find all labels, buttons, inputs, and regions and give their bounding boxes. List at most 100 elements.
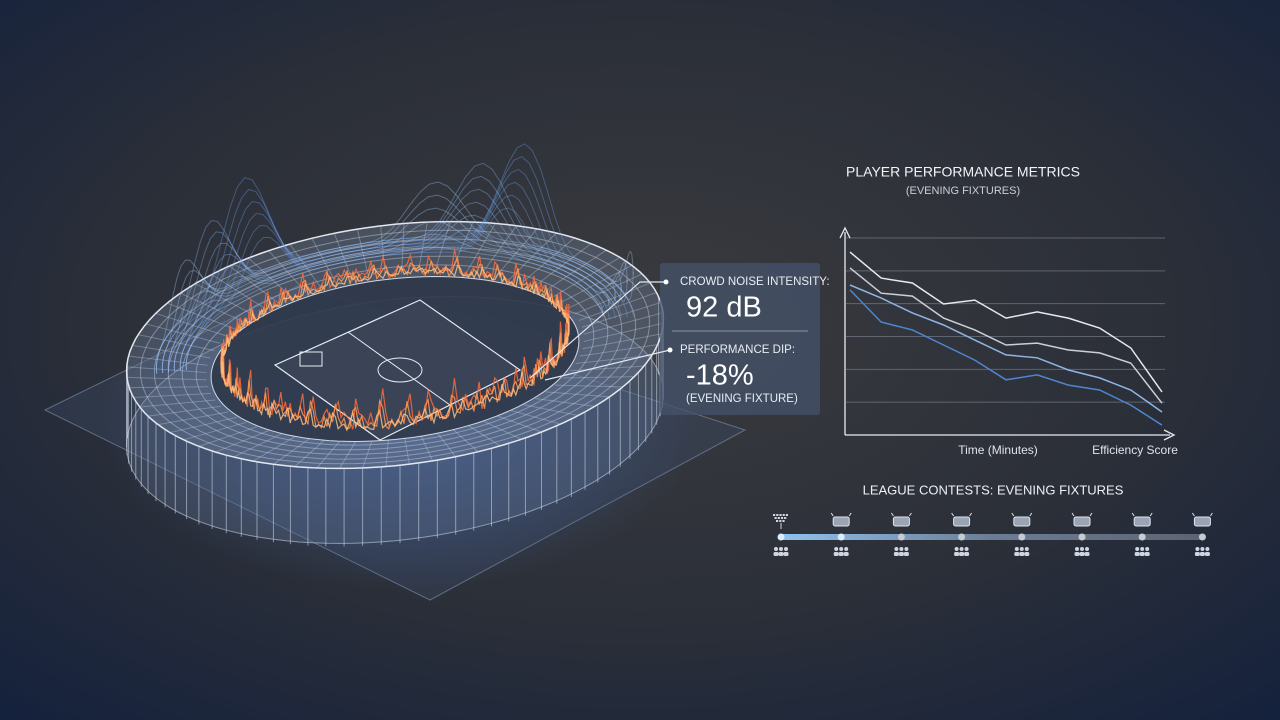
- floodlight-icon: [777, 517, 780, 519]
- sound-wave: [179, 214, 610, 371]
- stand-rib: [437, 432, 457, 458]
- callout-label: PERFORMANCE DIP:: [680, 344, 795, 356]
- timeline-node: [897, 533, 905, 541]
- sound-wave: [167, 188, 622, 373]
- chart-title: PLAYER PERFORMANCE METRICS: [846, 164, 1080, 180]
- crowd-icon: [1074, 552, 1080, 556]
- stand-rib: [511, 410, 561, 425]
- stadium-icon: [1209, 512, 1213, 517]
- crowd-icon: [834, 547, 839, 551]
- crowd-icon: [1024, 552, 1030, 556]
- crowd-icon: [774, 547, 778, 551]
- stand-ring: [195, 264, 595, 446]
- stadium-icon: [953, 516, 971, 527]
- stand-rib: [138, 334, 215, 352]
- sound-wave: [155, 143, 634, 374]
- crowd-icon: [1085, 547, 1089, 551]
- crowd-icon: [1195, 547, 1200, 551]
- stand-rib: [543, 249, 607, 293]
- sound-wave: [161, 156, 628, 374]
- floodlight-icon: [780, 517, 784, 519]
- stadium-icon: [1193, 516, 1211, 527]
- stadium-icon: [1011, 512, 1015, 517]
- stand-rib: [494, 228, 538, 278]
- stand-rib: [339, 441, 357, 469]
- stadium-icon: [1149, 512, 1153, 517]
- sound-wave: [173, 220, 616, 372]
- sound-wave: [173, 181, 616, 372]
- crowd-icon: [964, 547, 969, 551]
- series-line: [849, 289, 1163, 426]
- stadium-icon: [832, 516, 850, 527]
- stand-rib: [417, 221, 428, 273]
- stand-rib: [579, 344, 658, 357]
- crowd-icon: [1075, 547, 1079, 551]
- stand-rib: [523, 404, 579, 416]
- crowd-icon: [893, 552, 899, 556]
- callout-note: (EVENING FIXTURE): [686, 393, 798, 405]
- floodlight-icon: [784, 517, 787, 519]
- stand-rib: [273, 438, 310, 465]
- stand-rib: [420, 435, 434, 462]
- crowd-icon: [959, 547, 964, 551]
- crowd-icon: [954, 547, 959, 551]
- crowd-icon: [773, 552, 779, 556]
- callout-value: 92 dB: [686, 292, 762, 324]
- stand-rib: [563, 376, 635, 379]
- floodlight-icon: [785, 514, 788, 516]
- floodlight-icon: [782, 520, 785, 522]
- series-line: [849, 284, 1163, 413]
- stadium-icon: [969, 512, 973, 517]
- stand-rib: [180, 292, 245, 323]
- crowd-icon: [1134, 552, 1140, 556]
- stand-rib: [575, 354, 652, 364]
- y-axis-arrow: [839, 226, 851, 239]
- crowd-icon: [1024, 547, 1029, 551]
- crowd-icon: [1080, 547, 1084, 551]
- crowd-icon: [833, 552, 839, 556]
- floodlight-icon: [776, 514, 779, 516]
- stand-rib: [535, 397, 595, 407]
- stand-rib: [521, 237, 575, 284]
- floodlight-icon: [774, 517, 777, 519]
- leader-dot: [663, 279, 669, 285]
- crowd-icon: [1079, 552, 1085, 556]
- stadium-icon: [1089, 512, 1093, 517]
- stand-rib: [215, 430, 269, 453]
- stand-rib: [497, 415, 542, 433]
- crowd-icon: [1139, 552, 1145, 556]
- stand-rib: [356, 229, 370, 278]
- sound-wave: [185, 207, 604, 371]
- x-axis-arrow: [1163, 429, 1176, 441]
- stand-rib: [553, 257, 621, 298]
- sound-wave: [167, 207, 622, 373]
- callout-value: -18%: [686, 360, 754, 392]
- stand-rib: [581, 301, 661, 328]
- stand-rib: [132, 344, 211, 359]
- center-circle: [377, 357, 423, 383]
- crowd-icon: [1199, 552, 1205, 556]
- series-line: [849, 267, 1163, 404]
- leader-line: [529, 281, 666, 379]
- stand-ring: [181, 255, 609, 451]
- stand-rib: [362, 440, 373, 469]
- stand-rib: [126, 376, 207, 381]
- y-axis-label: Efficiency Score: [1092, 443, 1178, 457]
- stand-rib: [252, 436, 296, 462]
- stand-rib: [583, 322, 664, 342]
- stand-rib: [582, 333, 662, 350]
- timeline-title: LEAGUE CONTESTS: EVENING FIXTURES: [863, 482, 1124, 497]
- crowd-icon: [1204, 552, 1210, 556]
- stand-rib: [452, 429, 479, 453]
- floodlight-icon: [779, 514, 782, 516]
- stand-ring: [139, 229, 651, 465]
- stand-rib: [129, 386, 208, 389]
- stand-rib: [568, 273, 643, 309]
- stand-rib: [583, 312, 664, 335]
- leader-line: [544, 349, 671, 381]
- stand-rib: [316, 440, 341, 469]
- sound-wave: [179, 233, 610, 371]
- timeline-node: [1198, 533, 1206, 541]
- stand-ring: [153, 238, 637, 460]
- crowd-icon: [1140, 547, 1145, 551]
